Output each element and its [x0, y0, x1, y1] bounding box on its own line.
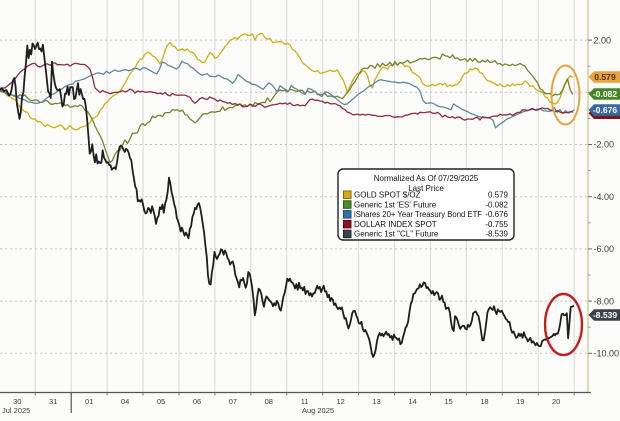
- svg-text:-8.00: -8.00: [594, 296, 615, 306]
- svg-text:30: 30: [13, 397, 21, 406]
- svg-text:Generic 1st 'ES' Future: Generic 1st 'ES' Future: [354, 200, 437, 209]
- svg-text:-8.539: -8.539: [485, 230, 508, 239]
- svg-text:11: 11: [301, 397, 309, 406]
- svg-text:05: 05: [157, 397, 165, 406]
- svg-text:06: 06: [193, 397, 201, 406]
- svg-text:07: 07: [229, 397, 237, 406]
- svg-text:01: 01: [85, 397, 93, 406]
- svg-text:Aug 2025: Aug 2025: [302, 406, 334, 415]
- svg-text:-0.676: -0.676: [593, 105, 618, 115]
- svg-text:-6.00: -6.00: [594, 244, 615, 254]
- svg-text:-0.755: -0.755: [485, 220, 508, 229]
- svg-text:2.00: 2.00: [594, 35, 612, 45]
- svg-text:20: 20: [552, 397, 560, 406]
- svg-text:-10.00: -10.00: [594, 349, 620, 359]
- svg-text:04: 04: [121, 397, 129, 406]
- svg-text:Normalized As Of 07/29/2025: Normalized As Of 07/29/2025: [374, 174, 479, 183]
- svg-text:Generic 1st "CL" Future: Generic 1st "CL" Future: [354, 230, 439, 239]
- svg-text:19: 19: [516, 397, 524, 406]
- svg-text:15: 15: [444, 397, 452, 406]
- svg-text:-0.082: -0.082: [485, 200, 508, 209]
- svg-text:-8.539: -8.539: [593, 310, 618, 320]
- svg-text:08: 08: [265, 397, 273, 406]
- svg-text:31: 31: [49, 397, 57, 406]
- svg-text:12: 12: [337, 397, 345, 406]
- svg-text:-0.082: -0.082: [593, 89, 618, 99]
- svg-text:0.579: 0.579: [594, 72, 616, 82]
- svg-text:-4.00: -4.00: [594, 192, 615, 202]
- svg-text:DOLLAR INDEX SPOT: DOLLAR INDEX SPOT: [354, 220, 437, 229]
- svg-text:-0.676: -0.676: [485, 210, 508, 219]
- svg-text:13: 13: [372, 397, 380, 406]
- svg-text:14: 14: [408, 397, 416, 406]
- svg-text:Jul 2025: Jul 2025: [2, 406, 30, 415]
- svg-text:18: 18: [480, 397, 488, 406]
- svg-text:iShares 20+ Year Treasury Bond: iShares 20+ Year Treasury Bond ETF: [354, 210, 482, 219]
- svg-text:-2.00: -2.00: [594, 140, 615, 150]
- svg-text:GOLD SPOT $/OZ: GOLD SPOT $/OZ: [354, 191, 421, 200]
- svg-text:0.579: 0.579: [488, 191, 509, 200]
